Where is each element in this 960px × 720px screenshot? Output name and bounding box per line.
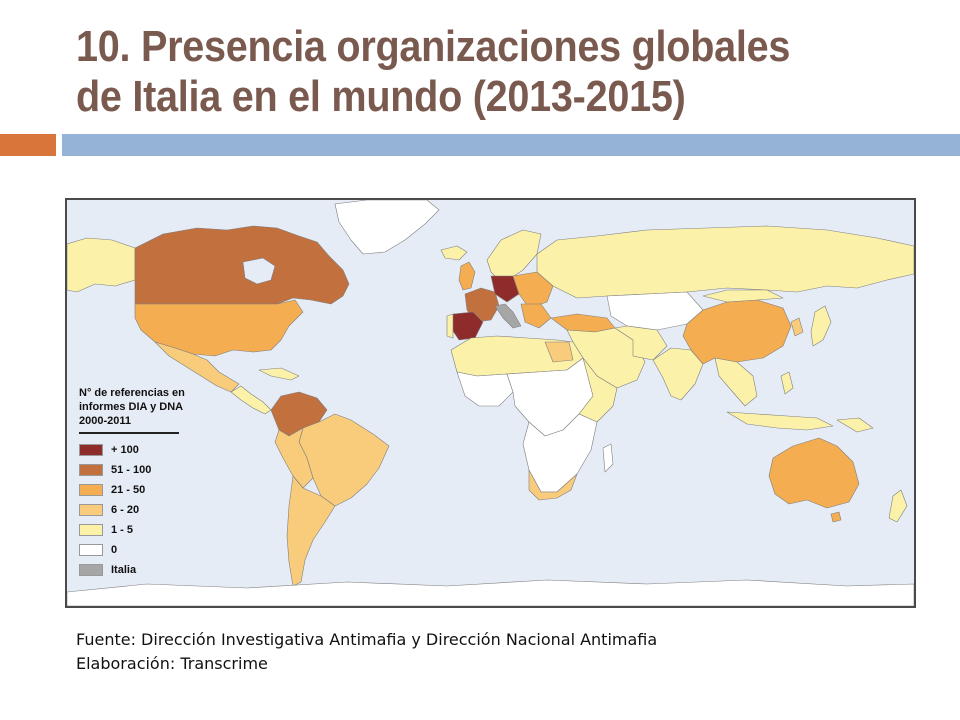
legend-item: 1 - 5 <box>79 520 194 540</box>
world-map: N° de referencias en informes DIA y DNA … <box>65 198 916 608</box>
legend-item: 21 - 50 <box>79 480 194 500</box>
india <box>652 347 704 401</box>
accent-bar-orange <box>0 134 56 156</box>
legend-item: Italia <box>79 560 194 580</box>
accent-bar-blue <box>62 134 960 156</box>
legend-title-line-1: N° de referencias en <box>79 387 185 399</box>
korea <box>790 317 804 337</box>
source-note: Fuente: Dirección Investigativa Antimafi… <box>76 628 657 676</box>
slide-title-line-2: de Italia en el mundo (2013-2015) <box>76 72 686 121</box>
legend-label: + 100 <box>111 444 139 456</box>
legend-label: 0 <box>111 544 118 556</box>
portugal <box>446 313 454 339</box>
legend-swatch <box>79 464 103 476</box>
mexico <box>154 341 240 393</box>
greenland <box>334 200 440 255</box>
russia <box>536 225 914 299</box>
legend-swatch <box>79 484 103 496</box>
slide-title-line-1: 10. Presencia organizaciones globales <box>76 22 791 71</box>
uk <box>458 261 476 291</box>
balkans <box>520 303 552 329</box>
new-zealand <box>888 489 908 523</box>
legend-swatch <box>79 564 103 576</box>
tasmania <box>830 511 842 523</box>
germany <box>490 275 520 303</box>
south-africa <box>528 469 578 501</box>
west-africa <box>456 371 514 407</box>
legend-swatch <box>79 504 103 516</box>
southeast-asia <box>714 357 758 407</box>
hudson-bay <box>242 257 276 285</box>
legend-swatch <box>79 524 103 536</box>
australia <box>768 437 860 509</box>
source-line: Fuente: Dirección Investigativa Antimafi… <box>76 630 658 649</box>
legend-label: 6 - 20 <box>111 504 140 516</box>
japan <box>810 305 832 347</box>
legend-swatch <box>79 444 103 456</box>
east-africa <box>578 357 618 423</box>
iceland <box>440 245 468 261</box>
indonesia <box>726 411 834 431</box>
papua <box>836 417 874 433</box>
legend-title-line-3: 2000-2011 <box>79 415 131 427</box>
caribbean <box>258 367 300 381</box>
legend-label: 21 - 50 <box>111 484 146 496</box>
philippines <box>780 371 794 395</box>
legend-swatch <box>79 544 103 556</box>
canada <box>134 225 350 305</box>
turkey <box>550 313 616 333</box>
antarctica <box>67 579 914 606</box>
alaska <box>67 237 136 293</box>
legend-item: 6 - 20 <box>79 500 194 520</box>
slide-title: 10. Presencia organizaciones globales de… <box>76 22 850 122</box>
legend-label: 1 - 5 <box>111 524 134 536</box>
credit-line: Elaboración: Transcrime <box>76 654 268 673</box>
iran-afghanistan <box>614 325 668 361</box>
world-map-svg <box>67 200 914 606</box>
madagascar <box>602 443 614 473</box>
central-america <box>230 385 272 415</box>
legend-label: 51 - 100 <box>111 464 152 476</box>
legend-item: 0 <box>79 540 194 560</box>
southern-africa <box>522 413 598 493</box>
argentina-chile <box>286 475 336 587</box>
legend-label: Italia <box>111 564 137 576</box>
mongolia <box>702 289 784 303</box>
legend-title-line-2: informes DIA y DNA <box>79 401 184 413</box>
legend-item: 51 - 100 <box>79 460 194 480</box>
map-legend: N° de referencias en informes DIA y DNA … <box>79 386 194 580</box>
egypt <box>544 341 574 363</box>
legend-divider <box>79 432 179 434</box>
peru-bolivia <box>274 427 314 489</box>
italy <box>494 303 522 329</box>
legend-item: + 100 <box>79 440 194 460</box>
